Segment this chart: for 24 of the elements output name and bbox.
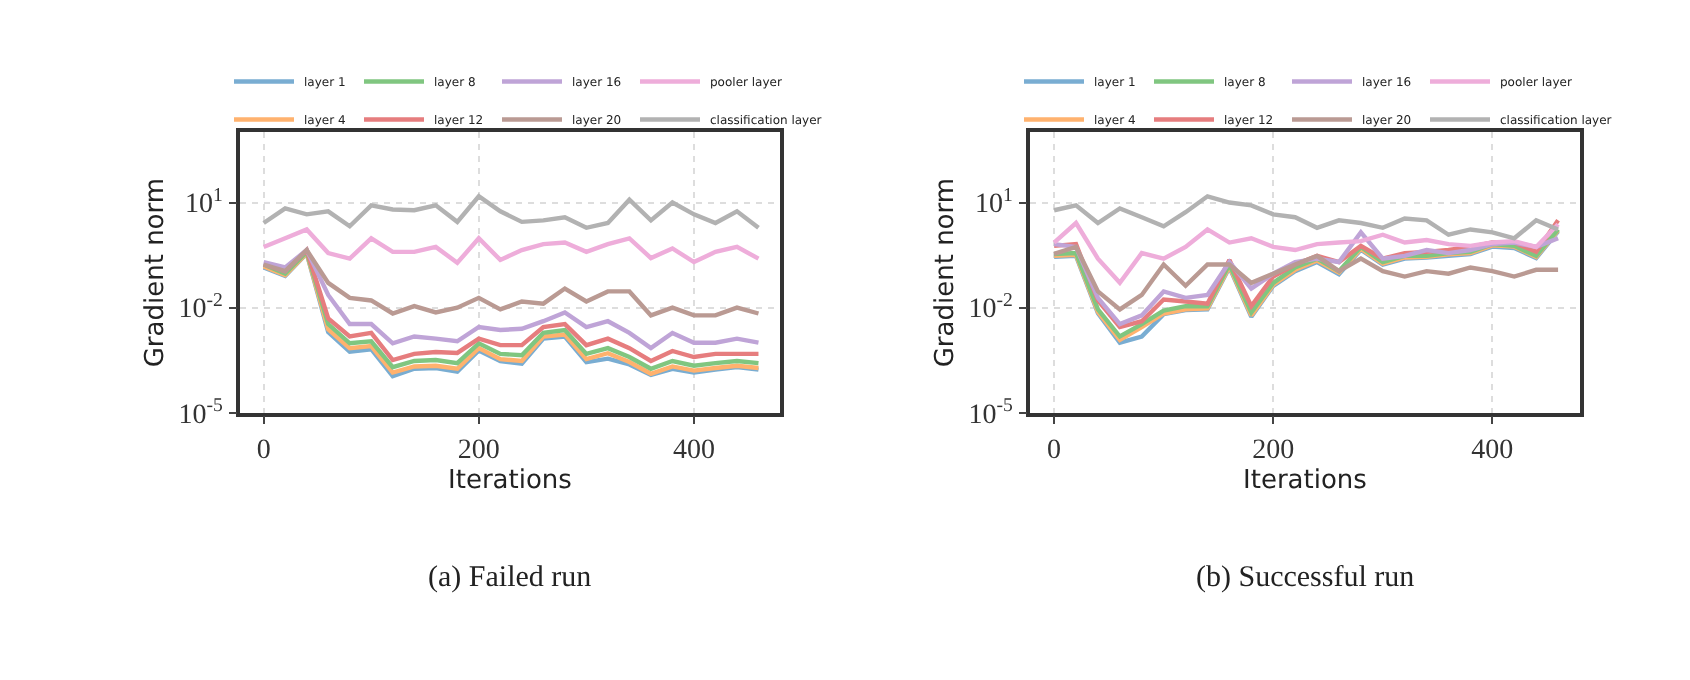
x-tick-label: 200 xyxy=(1252,435,1295,466)
y-tick-label: 10$^{1}$ xyxy=(975,184,1014,221)
x-tick-label: 400 xyxy=(1471,435,1514,466)
x-tick-label: 0 xyxy=(256,435,271,466)
y-tick-label: 10$^{-5}$ xyxy=(178,394,224,431)
line-series xyxy=(261,247,761,318)
y-axis-title: Gradient norm xyxy=(141,177,172,368)
y-tick-label: 10$^{-2}$ xyxy=(178,289,224,326)
line-series xyxy=(261,194,761,230)
x-axis-title: Iterations xyxy=(1243,465,1368,496)
y-tick-label: 10$^{-2}$ xyxy=(968,289,1014,326)
line-series xyxy=(1051,244,1561,312)
text: (b) Successful run xyxy=(1196,562,1416,594)
text: (a) Failed run xyxy=(428,562,593,594)
line-series xyxy=(1051,194,1561,241)
x-tick-label: 0 xyxy=(1047,435,1062,466)
x-tick-label: 200 xyxy=(457,435,500,466)
y-axis-title: Gradient norm xyxy=(931,177,962,368)
x-tick-label: 400 xyxy=(672,435,715,466)
x-axis-title: Iterations xyxy=(448,465,573,496)
line-series xyxy=(261,227,761,266)
y-tick-label: 10$^{1}$ xyxy=(185,184,224,221)
line-series xyxy=(1051,220,1561,286)
y-tick-label: 10$^{-5}$ xyxy=(968,394,1014,431)
